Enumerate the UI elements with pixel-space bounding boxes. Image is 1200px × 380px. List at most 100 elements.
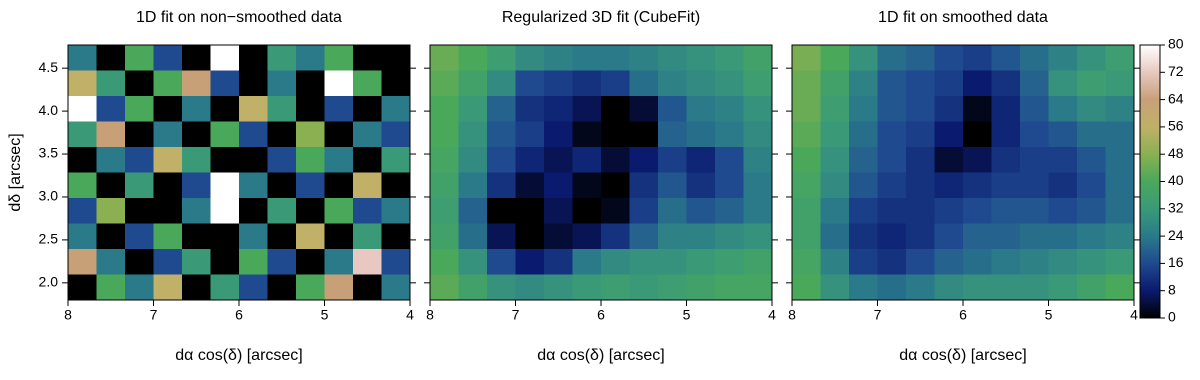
- heat-cell: [182, 249, 211, 275]
- heat-cell: [125, 198, 154, 224]
- colorbar-tick-label: 16: [1168, 254, 1184, 270]
- heat-cell: [744, 96, 773, 122]
- heat-cell: [239, 198, 268, 224]
- heat-cell: [687, 147, 716, 173]
- panel-title: 1D fit on non−smoothed data: [136, 9, 342, 26]
- heat-cell: [487, 71, 516, 97]
- heat-cell: [630, 122, 659, 148]
- heat-cell: [878, 45, 907, 71]
- heat-cell: [878, 71, 907, 97]
- heat-cell: [963, 249, 992, 275]
- heat-cell: [182, 96, 211, 122]
- heat-cell: [487, 45, 516, 71]
- heat-cell: [182, 173, 211, 199]
- heat-cell: [849, 198, 878, 224]
- heat-cell: [906, 224, 935, 250]
- heat-cell: [97, 275, 126, 301]
- heat-cell: [1077, 173, 1106, 199]
- x-tick-label: 8: [426, 307, 434, 323]
- heat-cell: [268, 96, 297, 122]
- heat-cell: [715, 224, 744, 250]
- heat-cell: [658, 96, 687, 122]
- heat-cell: [487, 122, 516, 148]
- heat-cell: [353, 173, 382, 199]
- x-tick-label: 4: [1130, 307, 1138, 323]
- heat-cell: [906, 96, 935, 122]
- heat-cell: [792, 71, 821, 97]
- heat-cell: [353, 71, 382, 97]
- heat-cell: [268, 198, 297, 224]
- heat-cell: [1020, 71, 1049, 97]
- heat-cell: [182, 275, 211, 301]
- heat-cell: [430, 45, 459, 71]
- heat-cell: [211, 71, 240, 97]
- heat-cell: [487, 275, 516, 301]
- heat-cell: [296, 96, 325, 122]
- heat-cell: [239, 71, 268, 97]
- heat-cell: [630, 173, 659, 199]
- heat-cell: [906, 122, 935, 148]
- heat-cell: [487, 173, 516, 199]
- colorbar-tick-label: 32: [1168, 200, 1184, 216]
- heat-cell: [658, 45, 687, 71]
- heat-cell: [792, 173, 821, 199]
- heat-cell: [1049, 249, 1078, 275]
- heat-cell: [125, 249, 154, 275]
- heat-cell: [744, 173, 773, 199]
- heat-cell: [630, 45, 659, 71]
- heat-cell: [792, 45, 821, 71]
- colorbar-tick-label: 24: [1168, 227, 1184, 243]
- heat-cell: [601, 249, 630, 275]
- x-tick-label: 7: [874, 307, 882, 323]
- heat-cell: [211, 249, 240, 275]
- heat-cell: [687, 275, 716, 301]
- heat-cell: [268, 122, 297, 148]
- heat-cell: [544, 198, 573, 224]
- heat-cell: [573, 122, 602, 148]
- heat-cell: [516, 71, 545, 97]
- heat-cell: [544, 147, 573, 173]
- heat-cell: [68, 224, 97, 250]
- heat-cell: [325, 147, 354, 173]
- heat-cell: [487, 147, 516, 173]
- heat-cell: [382, 147, 411, 173]
- heat-cell: [1106, 71, 1135, 97]
- heat-cell: [211, 275, 240, 301]
- heat-cell: [878, 249, 907, 275]
- colorbar-tick-label: 56: [1168, 118, 1184, 134]
- heat-cell: [239, 173, 268, 199]
- heat-cell: [1049, 122, 1078, 148]
- heat-cell: [573, 71, 602, 97]
- heat-cell: [516, 198, 545, 224]
- x-tick-label: 6: [597, 307, 605, 323]
- y-tick-label: 4.0: [39, 102, 59, 118]
- heat-cell: [963, 96, 992, 122]
- heat-cell: [715, 71, 744, 97]
- x-tick-label: 4: [406, 307, 414, 323]
- heat-cell: [154, 122, 183, 148]
- heat-cell: [430, 224, 459, 250]
- heat-cell: [97, 249, 126, 275]
- colorbar-tick-label: 72: [1168, 63, 1184, 79]
- heat-cell: [849, 147, 878, 173]
- heat-cell: [353, 147, 382, 173]
- heat-cell: [821, 122, 850, 148]
- heat-cell: [963, 122, 992, 148]
- heat-cell: [906, 71, 935, 97]
- heat-cell: [849, 45, 878, 71]
- heat-cell: [687, 122, 716, 148]
- heat-cell: [382, 275, 411, 301]
- heat-cell: [658, 147, 687, 173]
- heat-cell: [963, 224, 992, 250]
- heat-cell: [382, 224, 411, 250]
- heat-cell: [630, 275, 659, 301]
- heat-cell: [325, 198, 354, 224]
- heat-cell: [154, 96, 183, 122]
- heat-cell: [125, 45, 154, 71]
- heat-cell: [353, 249, 382, 275]
- heat-cell: [601, 96, 630, 122]
- heat-cell: [182, 147, 211, 173]
- heat-cell: [992, 275, 1021, 301]
- heat-cell: [630, 224, 659, 250]
- colorbar-tick-label: 0: [1168, 309, 1176, 325]
